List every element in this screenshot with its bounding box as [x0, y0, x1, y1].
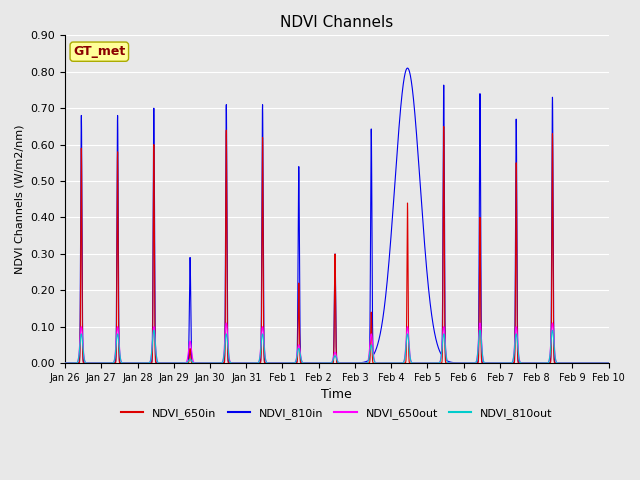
NDVI_650in	[61, 360, 69, 366]
NDVI_650out	[548, 320, 556, 326]
NDVI_650in	[603, 360, 611, 366]
NDVI_650out	[177, 360, 185, 366]
Line: NDVI_810out: NDVI_810out	[65, 330, 609, 363]
Title: NDVI Channels: NDVI Channels	[280, 15, 394, 30]
NDVI_810in	[603, 360, 611, 366]
NDVI_650in	[177, 360, 185, 366]
NDVI_810in	[177, 360, 185, 366]
NDVI_650out	[172, 360, 179, 366]
NDVI_810out	[172, 360, 179, 366]
NDVI_810out	[605, 360, 612, 366]
NDVI_650in	[570, 360, 577, 366]
NDVI_810in	[412, 122, 420, 128]
Line: NDVI_650in: NDVI_650in	[65, 127, 609, 363]
NDVI_810in	[61, 360, 69, 366]
NDVI_810in	[265, 360, 273, 366]
NDVI_810in	[489, 360, 497, 366]
NDVI_810out	[605, 360, 612, 366]
NDVI_650in	[172, 360, 179, 366]
NDVI_650in	[605, 360, 612, 366]
Text: GT_met: GT_met	[73, 45, 125, 58]
Legend: NDVI_650in, NDVI_810in, NDVI_650out, NDVI_810out: NDVI_650in, NDVI_810in, NDVI_650out, NDV…	[116, 403, 557, 423]
NDVI_810in	[605, 360, 612, 366]
NDVI_810out	[489, 360, 497, 366]
NDVI_650out	[489, 360, 497, 366]
X-axis label: Time: Time	[321, 388, 352, 401]
NDVI_810out	[412, 360, 420, 366]
NDVI_650out	[61, 360, 69, 366]
NDVI_810out	[548, 327, 556, 333]
Line: NDVI_650out: NDVI_650out	[65, 323, 609, 363]
NDVI_650in	[265, 360, 273, 366]
NDVI_650out	[605, 360, 612, 366]
NDVI_650in	[489, 360, 497, 366]
NDVI_810out	[265, 360, 273, 366]
NDVI_650in	[412, 360, 420, 366]
NDVI_810in	[172, 360, 179, 366]
NDVI_810out	[603, 360, 611, 366]
NDVI_810in	[404, 65, 412, 71]
NDVI_650out	[412, 360, 420, 366]
NDVI_810out	[61, 360, 69, 366]
Y-axis label: NDVI Channels (W/m2/nm): NDVI Channels (W/m2/nm)	[15, 124, 25, 274]
Line: NDVI_810in: NDVI_810in	[65, 68, 609, 363]
NDVI_810out	[177, 360, 185, 366]
NDVI_650out	[265, 360, 273, 366]
NDVI_650out	[605, 360, 612, 366]
NDVI_650in	[440, 124, 447, 130]
NDVI_650out	[603, 360, 611, 366]
